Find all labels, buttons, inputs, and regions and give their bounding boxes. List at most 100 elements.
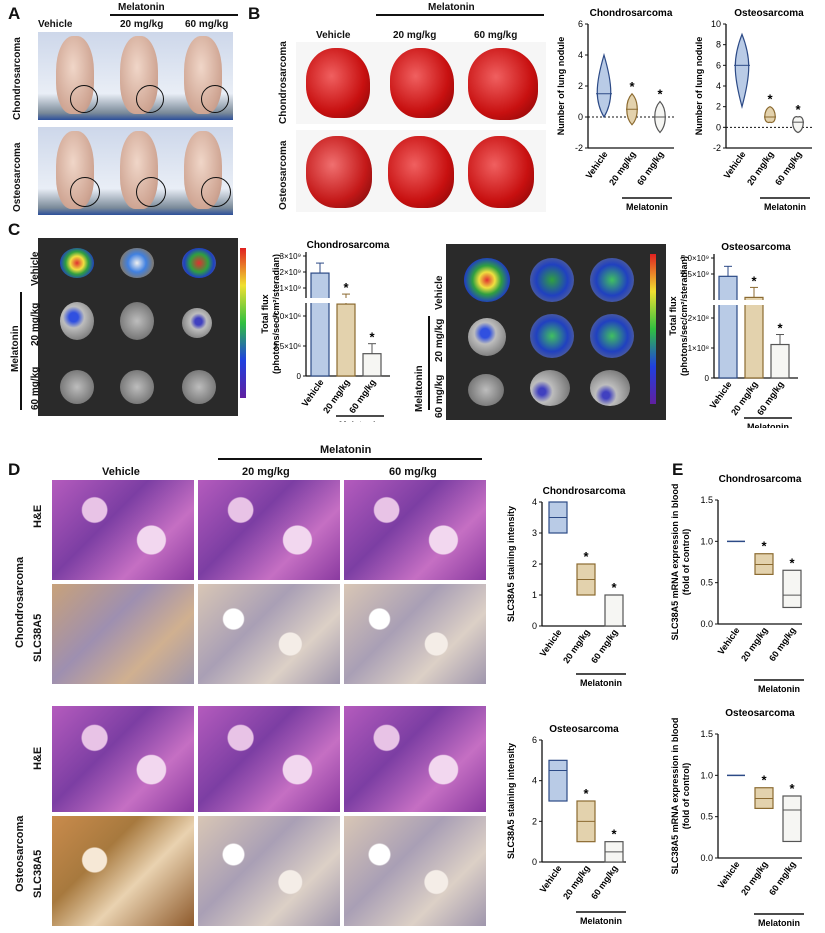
- y-tick-label: 6: [716, 60, 721, 70]
- category-label: 60 mg/kg: [767, 859, 798, 897]
- y-tick-label: 0: [297, 372, 302, 381]
- y-tick-label: 4: [532, 776, 537, 786]
- dose20-label-c2: 20 mg/kg: [434, 318, 445, 362]
- significance-mark: *: [343, 280, 349, 295]
- histology-he-chondro-60: [344, 480, 486, 580]
- dose60-label-c2: 60 mg/kg: [434, 374, 445, 418]
- box: [604, 594, 624, 627]
- histology-he-chondro-vehicle: [52, 480, 194, 580]
- chart-d-chondro: Chondrosarcoma SLC38A5 staining intensity…: [506, 486, 626, 688]
- melatonin-group-label: Melatonin: [764, 202, 806, 212]
- y-axis-label: Number of lung nodule: [556, 37, 566, 136]
- y-axis-label-2: (photons/sec/cm²/steradian): [271, 254, 281, 374]
- dose20-label-b: 20 mg/kg: [393, 30, 437, 41]
- category-label: 60 mg/kg: [589, 863, 620, 901]
- y-tick-label: 0: [705, 374, 710, 383]
- y-tick-label: 2×10⁸: [688, 314, 709, 323]
- y-tick-label: -2: [713, 143, 721, 153]
- histology-slc-osteo-20: [198, 816, 340, 926]
- vehicle-label-c2: Vehicle: [434, 275, 445, 310]
- dose20-label-a: 20 mg/kg: [120, 19, 164, 30]
- y-tick-label: 2: [578, 81, 583, 91]
- violin: [734, 32, 750, 109]
- y-tick-label: 3: [532, 528, 537, 538]
- significance-mark: *: [751, 273, 757, 288]
- significance-mark: *: [583, 786, 589, 801]
- chart-e-chondro: Chondrosarcoma SLC38A5 mRNA expression in…: [670, 474, 804, 694]
- panel-label-a: A: [8, 4, 21, 23]
- axis-break-gap: [710, 300, 800, 305]
- histology-he-osteo-20: [198, 706, 340, 812]
- box: [782, 569, 802, 609]
- category-label: Vehicle: [708, 379, 734, 410]
- osteo-label-b: Osteosarcoma: [278, 140, 289, 210]
- vehicle-label-d: Vehicle: [102, 466, 140, 478]
- he-label-d1: H&E: [32, 504, 44, 528]
- melatonin-group-label: Melatonin: [758, 684, 800, 694]
- y-tick-label: 2: [532, 816, 537, 826]
- y-tick-label: 3×10⁹: [280, 252, 301, 261]
- violin: [792, 116, 804, 134]
- y-tick-label: 4: [716, 81, 721, 91]
- significance-mark: *: [369, 330, 375, 345]
- y-tick-label: 0.0: [700, 853, 713, 863]
- y-axis-label: Number of lung nodule: [694, 37, 704, 136]
- chart-title: Chondrosarcoma: [543, 486, 626, 497]
- y-tick-label: 1.0: [700, 536, 713, 546]
- y-tick-label: 0.0: [700, 619, 713, 629]
- dose20-label-c: 20 mg/kg: [30, 302, 41, 346]
- melatonin-group-label: Melatonin: [626, 202, 668, 212]
- histology-he-chondro-20: [198, 480, 340, 580]
- melatonin-label-d: Melatonin: [320, 444, 372, 456]
- y-tick-label: 2: [532, 559, 537, 569]
- vehicle-label-b: Vehicle: [316, 30, 351, 41]
- y-axis-label: Total flux: [260, 294, 270, 333]
- panel-label-d: D: [8, 460, 21, 479]
- slc-label-d2: SLC38A5: [32, 849, 44, 898]
- y-tick-label: 1×10⁸: [688, 344, 709, 353]
- bar: [718, 275, 738, 379]
- dose60-label-d: 60 mg/kg: [389, 466, 437, 478]
- significance-mark: *: [767, 92, 773, 107]
- category-label: 60 mg/kg: [773, 149, 804, 187]
- chart-title: Osteosarcoma: [549, 724, 619, 735]
- y-tick-label: 1×10⁹: [280, 284, 301, 293]
- y-tick-label: 2×10⁹: [280, 268, 301, 277]
- histology-slc-chondro-vehicle: [52, 584, 194, 684]
- bar: [770, 343, 790, 379]
- ivis-image-chondro: [38, 238, 238, 416]
- y-axis-label-2: (photons/sec/cm²/steradian): [679, 256, 689, 376]
- panel-label-b: B: [248, 4, 261, 23]
- y-tick-label: -2: [575, 143, 583, 153]
- chart-title: Osteosarcoma: [721, 242, 791, 253]
- dose20-label-d: 20 mg/kg: [242, 466, 290, 478]
- ivis-image-osteo: [446, 244, 666, 420]
- box: [782, 795, 802, 843]
- y-axis-label: SLC38A5 mRNA expression in blood: [670, 484, 680, 641]
- chart-e-osteo: Osteosarcoma SLC38A5 mRNA expression in b…: [670, 708, 804, 928]
- bar: [362, 353, 382, 377]
- significance-mark: *: [611, 580, 617, 595]
- y-tick-label: 6: [532, 735, 537, 745]
- category-label: 20 mg/kg: [607, 149, 638, 187]
- melatonin-label-b: Melatonin: [428, 2, 475, 13]
- y-tick-label: 1.5: [700, 729, 713, 739]
- y-tick-label: 0: [716, 122, 721, 132]
- category-label: 20 mg/kg: [561, 627, 592, 665]
- bar: [310, 272, 330, 377]
- category-label: 60 mg/kg: [635, 149, 666, 187]
- significance-mark: *: [629, 79, 635, 94]
- significance-mark: *: [761, 539, 767, 554]
- lung-photo-osteo: [296, 130, 546, 212]
- slc-label-d1: SLC38A5: [32, 613, 44, 662]
- box: [548, 759, 568, 802]
- dose60-label-b: 60 mg/kg: [474, 30, 518, 41]
- category-label: 20 mg/kg: [739, 625, 770, 663]
- melatonin-label-a: Melatonin: [118, 2, 165, 13]
- melatonin-vbar-c: [20, 292, 22, 410]
- chondro-label-d: Chondrosarcoma: [14, 556, 26, 648]
- y-tick-label: 1.0: [700, 770, 713, 780]
- melatonin-group-label: Melatonin: [339, 420, 381, 422]
- melatonin-group-label: Melatonin: [747, 422, 789, 428]
- y-tick-label: 0: [532, 857, 537, 867]
